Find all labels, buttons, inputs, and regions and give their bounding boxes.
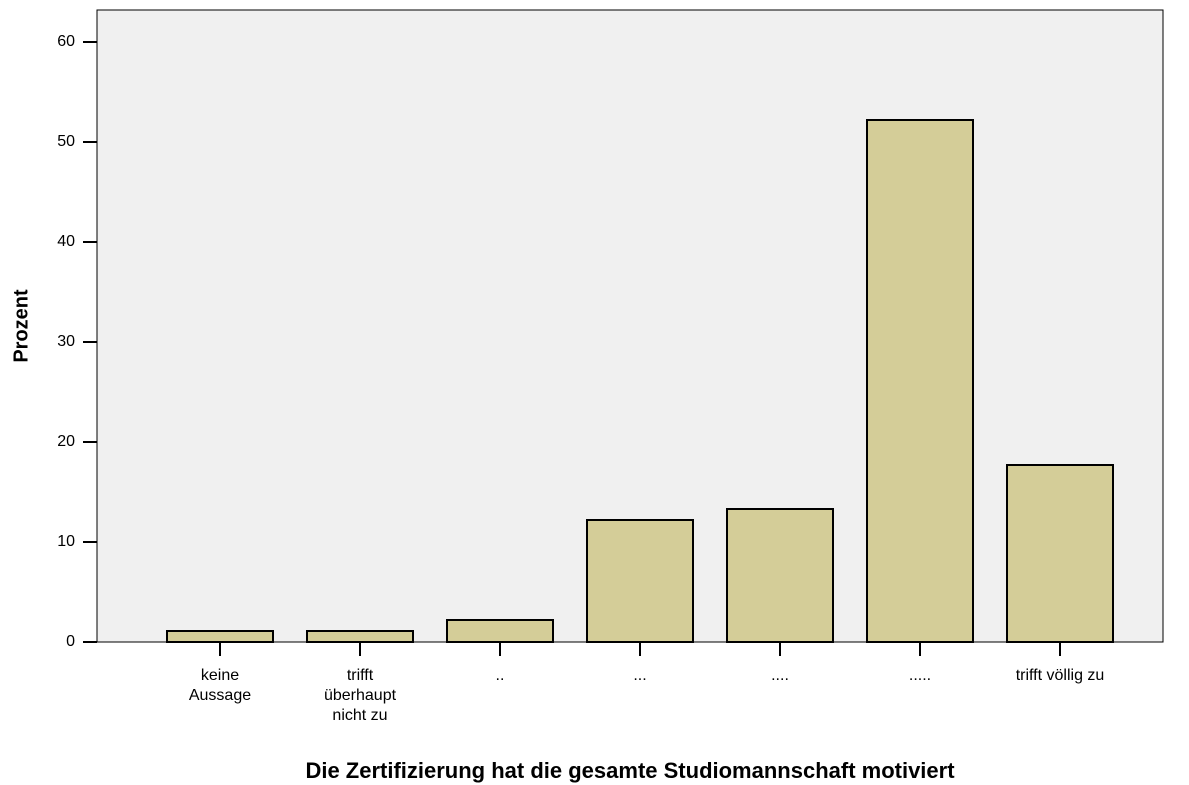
y-axis-label: Prozent bbox=[10, 289, 32, 363]
bar bbox=[1006, 464, 1114, 643]
y-tick-label: 20 bbox=[57, 433, 75, 450]
x-tick-label: keine Aussage bbox=[188, 667, 252, 704]
bar bbox=[726, 508, 834, 643]
y-tick-label: 50 bbox=[57, 133, 75, 150]
y-tick-label: 10 bbox=[57, 533, 75, 550]
x-tick-label: ..... bbox=[908, 667, 932, 684]
bar bbox=[306, 630, 414, 643]
x-tick-label: .. bbox=[495, 667, 505, 684]
bar bbox=[446, 619, 554, 643]
x-tick-label: .... bbox=[771, 667, 789, 684]
y-tick-label: 30 bbox=[57, 333, 75, 350]
bar bbox=[166, 630, 274, 643]
bar bbox=[866, 119, 974, 643]
y-tick-label: 0 bbox=[66, 633, 75, 650]
x-axis-label: Die Zertifizierung hat die gesamte Studi… bbox=[305, 758, 955, 783]
y-tick-label: 60 bbox=[57, 33, 75, 50]
x-tick-label: trifft überhaupt nicht zu bbox=[323, 667, 397, 724]
x-tick-label: ... bbox=[633, 667, 647, 684]
x-tick-label: trifft völlig zu bbox=[1015, 667, 1105, 684]
y-tick-label: 40 bbox=[57, 233, 75, 250]
bar bbox=[586, 519, 694, 643]
